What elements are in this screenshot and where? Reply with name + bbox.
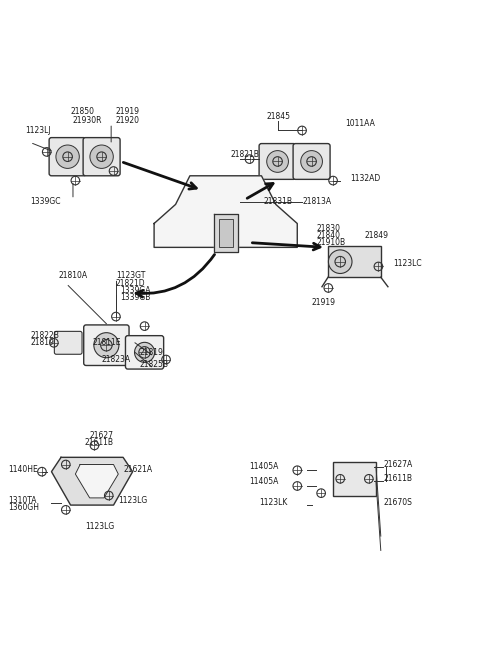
FancyBboxPatch shape [328, 246, 381, 277]
Circle shape [134, 342, 155, 363]
Text: 11405A: 11405A [250, 476, 279, 486]
Text: 21822B: 21822B [30, 331, 59, 340]
Text: 21621A: 21621A [123, 464, 152, 474]
Text: 21830: 21830 [316, 223, 340, 233]
Text: 11405A: 11405A [250, 463, 279, 471]
FancyBboxPatch shape [49, 137, 86, 176]
Text: 21821D: 21821D [116, 279, 145, 288]
FancyBboxPatch shape [218, 219, 233, 248]
Text: 21813A: 21813A [302, 197, 331, 206]
Text: 21627: 21627 [90, 431, 114, 440]
Text: 21611B: 21611B [383, 474, 412, 483]
FancyBboxPatch shape [259, 144, 296, 179]
Text: 1123LC: 1123LC [393, 260, 421, 269]
Text: 1339GC: 1339GC [30, 197, 60, 206]
Text: 21919: 21919 [116, 106, 140, 116]
Text: 21910B: 21910B [316, 238, 346, 247]
Text: 21627A: 21627A [383, 460, 412, 469]
FancyBboxPatch shape [333, 462, 376, 495]
Text: 1123LK: 1123LK [259, 498, 288, 507]
Circle shape [90, 145, 113, 168]
Polygon shape [75, 464, 118, 498]
Text: 21919: 21919 [312, 298, 336, 307]
FancyBboxPatch shape [54, 331, 82, 354]
Text: 1132AD: 1132AD [350, 173, 380, 183]
Text: 21810A: 21810A [59, 271, 88, 281]
Text: 21840: 21840 [316, 231, 340, 240]
Text: 1360GH: 1360GH [9, 503, 39, 512]
Text: 1123LG: 1123LG [118, 495, 147, 505]
Text: 1310TA: 1310TA [9, 495, 37, 505]
Polygon shape [51, 457, 132, 505]
Text: 21823A: 21823A [102, 355, 131, 364]
Text: 1140HE: 1140HE [9, 464, 38, 474]
Circle shape [56, 145, 79, 168]
Text: 1339GB: 1339GB [120, 293, 151, 302]
Text: 1011AA: 1011AA [345, 119, 375, 127]
Circle shape [301, 150, 323, 172]
Text: 1123LG: 1123LG [85, 522, 114, 531]
Polygon shape [214, 214, 238, 252]
Polygon shape [154, 176, 297, 248]
Text: 21819: 21819 [140, 348, 164, 357]
Text: 21670S: 21670S [383, 498, 412, 507]
Text: 1123LJ: 1123LJ [25, 126, 51, 135]
Text: 21811E: 21811E [92, 338, 120, 347]
Circle shape [94, 332, 119, 357]
Text: 21849: 21849 [364, 231, 388, 240]
FancyBboxPatch shape [293, 144, 330, 179]
Text: 21850: 21850 [71, 106, 95, 116]
Text: 21920: 21920 [116, 116, 140, 125]
Text: 1339GA: 1339GA [120, 286, 151, 295]
FancyBboxPatch shape [84, 325, 129, 365]
Text: 1123GT: 1123GT [116, 271, 145, 281]
Text: 21821B: 21821B [230, 150, 259, 159]
Text: 21825B: 21825B [140, 359, 169, 369]
Text: 21930R: 21930R [72, 116, 102, 125]
Text: 21819: 21819 [30, 338, 54, 347]
FancyBboxPatch shape [125, 336, 164, 369]
Text: 21831B: 21831B [264, 197, 292, 206]
Text: 21845: 21845 [266, 112, 290, 120]
Circle shape [328, 250, 352, 273]
FancyBboxPatch shape [83, 137, 120, 176]
Text: 21611B: 21611B [85, 438, 114, 447]
Circle shape [267, 150, 288, 172]
